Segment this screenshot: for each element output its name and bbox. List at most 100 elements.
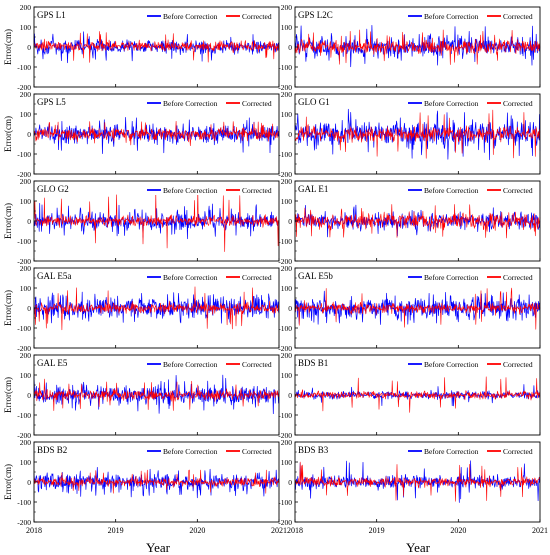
- before-correction-trace: [33, 31, 280, 64]
- corrected-trace: [33, 121, 280, 146]
- y-tick-label: 100: [20, 284, 32, 293]
- x-tick-label: 2019: [369, 526, 385, 535]
- y-tick-label: 0: [288, 304, 292, 313]
- y-tick-label: -200: [17, 431, 31, 440]
- y-tick-label: -100: [278, 498, 292, 507]
- legend-background: [146, 271, 278, 282]
- x-tick-label: 2018: [26, 526, 42, 535]
- y-tick-label: 0: [27, 478, 31, 487]
- legend-label-before: Before Correction: [424, 99, 479, 108]
- before-correction-trace: [33, 203, 280, 240]
- y-tick-label: -100: [17, 411, 31, 420]
- y-axis-title: Error(cm): [3, 29, 13, 65]
- legend: Before Correction Corrected: [407, 10, 539, 21]
- y-axis-title: Error(cm): [3, 290, 13, 326]
- panel-title: BDS B1: [298, 358, 328, 368]
- y-tick-label: -100: [17, 324, 31, 333]
- y-tick-label: -200: [278, 83, 292, 92]
- legend-background: [407, 184, 539, 195]
- panel-title: BDS B3: [298, 445, 329, 455]
- legend-label-corrected: Corrected: [503, 447, 533, 456]
- legend: Before Correction Corrected: [146, 271, 278, 282]
- legend: Before Correction Corrected: [407, 97, 539, 108]
- before-correction-trace: [294, 108, 541, 161]
- legend-background: [146, 445, 278, 456]
- legend-label-corrected: Corrected: [242, 186, 272, 195]
- y-tick-label: 0: [288, 217, 292, 226]
- legend-label-corrected: Corrected: [242, 360, 272, 369]
- legend-background: [407, 97, 539, 108]
- chart-panel: 200 100 0 -100 -200 GPS L2C Before Correction C…: [278, 3, 541, 92]
- legend-label-before: Before Correction: [424, 12, 479, 21]
- before-correction-trace: [33, 374, 280, 415]
- y-tick-label: 0: [27, 304, 31, 313]
- y-tick-label: 200: [20, 351, 32, 360]
- legend-label-before: Before Correction: [163, 360, 218, 369]
- y-tick-label: -200: [17, 170, 31, 179]
- chart-panel: 200 100 0 -100 -200 Error(cm) GPS L1 Before Cor…: [3, 3, 280, 92]
- legend-background: [407, 271, 539, 282]
- legend-label-before: Before Correction: [163, 447, 218, 456]
- y-tick-label: -200: [278, 431, 292, 440]
- chart-panel: 200 100 0 -100 -200 BDS B1 Before Correction Co…: [278, 351, 541, 440]
- panel-title: GLO G1: [298, 97, 330, 107]
- chart-panel: 200 100 0 -100 -200 GAL E5b Before Correction C…: [278, 264, 541, 353]
- panel-title: GPS L2C: [298, 10, 333, 20]
- x-tick-label: 2021: [532, 526, 548, 535]
- legend-label-corrected: Corrected: [242, 273, 272, 282]
- legend-label-before: Before Correction: [163, 273, 218, 282]
- corrected-trace: [294, 376, 541, 413]
- chart-panel: 200 100 0 -100 -200 Error(cm) GAL E5a Before Co…: [3, 264, 280, 353]
- y-axis-title: Error(cm): [3, 203, 13, 239]
- chart-panel: 200 100 0 -100 -200 Error(cm) GLO G2 Before Cor…: [3, 177, 280, 266]
- y-tick-label: 200: [281, 351, 293, 360]
- y-tick-label: 100: [20, 197, 32, 206]
- legend-background: [146, 97, 278, 108]
- x-axis-title-left: Year: [146, 540, 171, 555]
- y-tick-label: -200: [17, 257, 31, 266]
- legend: Before Correction Corrected: [407, 184, 539, 195]
- corrected-trace: [294, 29, 541, 65]
- panel-title: GAL E5a: [37, 271, 71, 281]
- legend-label-before: Before Correction: [424, 360, 479, 369]
- y-tick-label: -100: [278, 324, 292, 333]
- x-axis-title-right: Year: [406, 540, 431, 555]
- legend: Before Correction Corrected: [407, 445, 539, 456]
- corrected-trace: [294, 461, 541, 502]
- corrected-trace: [294, 109, 541, 159]
- panel-title: BDS B2: [37, 445, 67, 455]
- y-tick-label: 100: [20, 371, 32, 380]
- chart-panel: 200 100 0 -100 -200 GLO G1 Before Correction Co…: [278, 90, 541, 179]
- y-tick-label: 100: [20, 458, 32, 467]
- chart-panel: 200 100 0 -100 -200 GAL E1 Before Correction Co…: [278, 177, 541, 266]
- y-tick-label: 0: [288, 391, 292, 400]
- y-tick-label: -100: [278, 150, 292, 159]
- y-tick-label: 200: [281, 90, 293, 99]
- legend-label-corrected: Corrected: [503, 99, 533, 108]
- x-tick-label: 2020: [189, 526, 205, 535]
- legend-background: [407, 358, 539, 369]
- y-tick-label: 100: [20, 110, 32, 119]
- legend-label-before: Before Correction: [424, 186, 479, 195]
- y-tick-label: -100: [278, 237, 292, 246]
- panel-title: GLO G2: [37, 184, 69, 194]
- y-tick-label: -100: [17, 237, 31, 246]
- y-tick-label: 100: [281, 197, 293, 206]
- legend-label-corrected: Corrected: [503, 273, 533, 282]
- x-tick-label: 2020: [450, 526, 466, 535]
- panels: 200 100 0 -100 -200 Error(cm) GPS L1 Before Cor…: [3, 3, 548, 535]
- y-tick-label: 0: [27, 130, 31, 139]
- y-tick-label: -100: [278, 411, 292, 420]
- y-tick-label: 0: [288, 478, 292, 487]
- panel-title: GAL E5: [37, 358, 68, 368]
- legend-background: [407, 10, 539, 21]
- legend: Before Correction Corrected: [146, 445, 278, 456]
- y-tick-label: 200: [20, 438, 32, 447]
- x-tick-label: 2019: [108, 526, 124, 535]
- legend-background: [146, 358, 278, 369]
- legend-background: [146, 10, 278, 21]
- y-tick-label: 100: [281, 371, 293, 380]
- y-axis-title: Error(cm): [3, 464, 13, 500]
